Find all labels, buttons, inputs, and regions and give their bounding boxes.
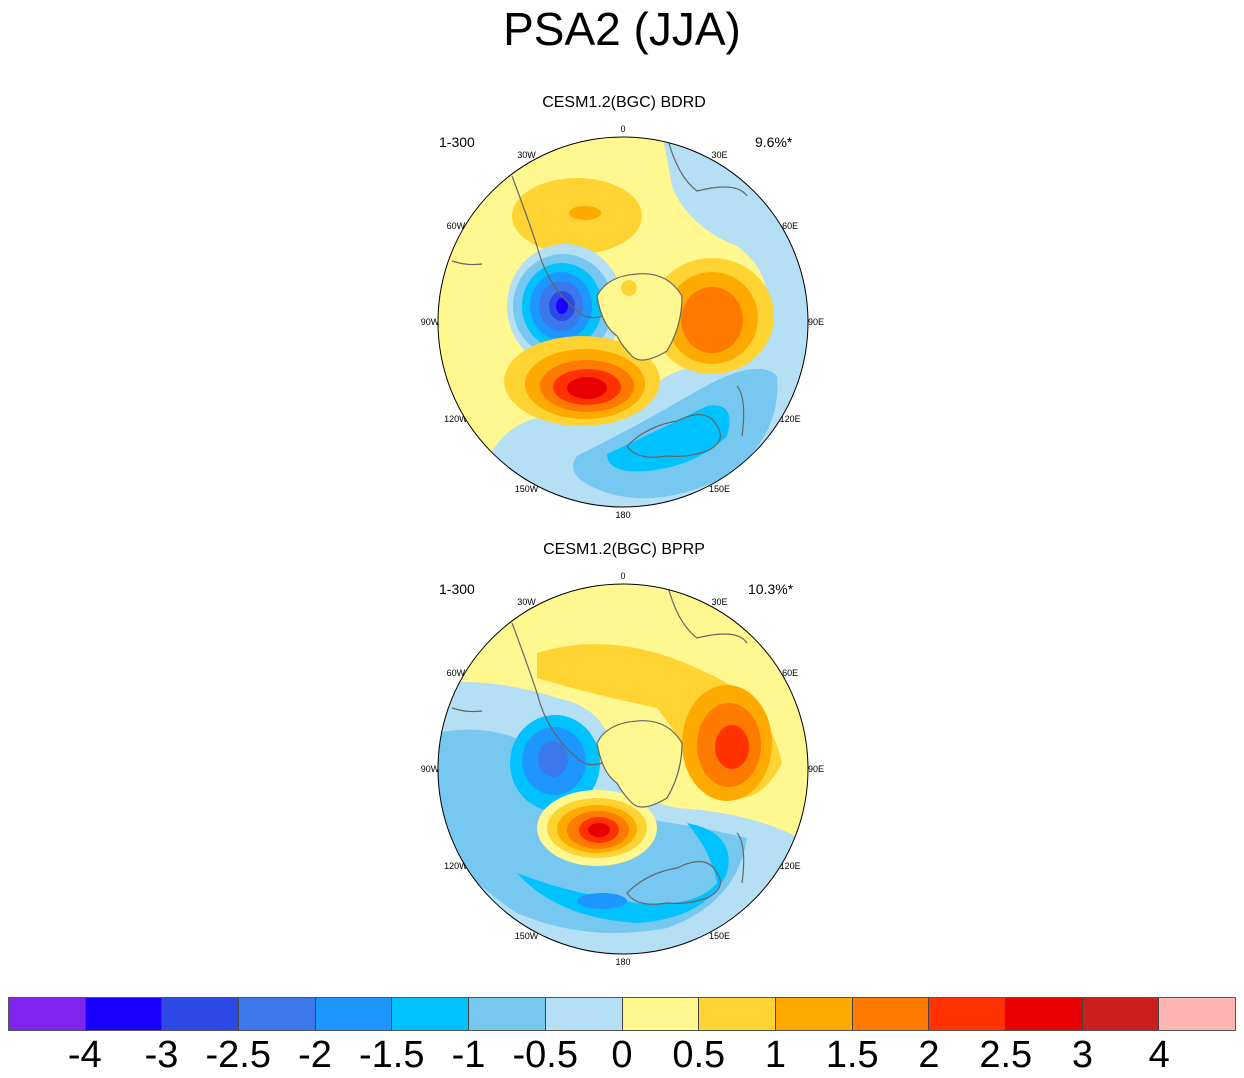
longitude-label: 60W bbox=[446, 667, 466, 678]
longitude-label: 0 bbox=[620, 124, 626, 134]
longitude-label: 90E bbox=[807, 317, 825, 327]
longitude-label: 120W bbox=[444, 860, 468, 871]
longitude-label: 30E bbox=[711, 596, 728, 607]
longitude-label: 150W bbox=[514, 484, 539, 495]
longitude-label: 60W bbox=[446, 220, 466, 231]
colorbar-segment bbox=[622, 998, 700, 1030]
longitude-label: 60E bbox=[782, 667, 799, 678]
colorbar-tick-label: 0.5 bbox=[672, 1034, 726, 1076]
colorbar-segment bbox=[1005, 998, 1083, 1030]
longitude-label: 150W bbox=[514, 931, 539, 942]
colorbar-tick-label: -0.5 bbox=[512, 1034, 578, 1076]
colorbar-segment bbox=[392, 998, 470, 1030]
colorbar-segment bbox=[852, 998, 930, 1030]
colorbar-tick-label: -2.5 bbox=[205, 1034, 271, 1076]
panel-2-title: CESM1.2(BGC) BPRP bbox=[543, 541, 705, 558]
colorbar-segment bbox=[1082, 998, 1160, 1030]
colorbar bbox=[8, 997, 1236, 1031]
panel-2-period-label: 1-300 bbox=[439, 581, 475, 597]
colorbar-segment bbox=[699, 998, 776, 1030]
panel-2-variance-label: 10.3%* bbox=[748, 581, 794, 597]
colorbar-tick-label: 2 bbox=[918, 1034, 940, 1076]
colorbar-tick-label: -3 bbox=[144, 1034, 179, 1076]
colorbar-tick-label: 2.5 bbox=[979, 1034, 1033, 1076]
panel-2-polar-map bbox=[437, 583, 809, 955]
colorbar-segment bbox=[9, 998, 86, 1030]
panel-1-title: CESM1.2(BGC) BDRD bbox=[542, 94, 706, 111]
longitude-label: 30W bbox=[517, 149, 536, 160]
longitude-label: 120W bbox=[444, 413, 468, 424]
colorbar-tick-label: 3 bbox=[1071, 1034, 1094, 1076]
longitude-label: 180 bbox=[615, 957, 631, 967]
panel-1-period-label: 1-300 bbox=[439, 134, 475, 150]
longitude-label: 120E bbox=[779, 860, 801, 871]
colorbar-tick-label: -4 bbox=[67, 1034, 102, 1076]
longitude-label: 30W bbox=[517, 596, 536, 607]
longitude-label: 180 bbox=[615, 510, 631, 520]
longitude-label: 90W bbox=[420, 764, 440, 774]
colorbar-tick-label: -1 bbox=[451, 1034, 486, 1076]
colorbar-segment bbox=[315, 998, 393, 1030]
colorbar-segment bbox=[85, 998, 163, 1030]
colorbar-tick-label: -1.5 bbox=[359, 1034, 425, 1076]
colorbar-segment bbox=[775, 998, 853, 1030]
colorbar-segment bbox=[162, 998, 240, 1030]
colorbar-tick-label: 1.5 bbox=[825, 1034, 879, 1076]
longitude-label: 30E bbox=[711, 149, 728, 160]
colorbar-tick-label: -2 bbox=[298, 1034, 332, 1076]
longitude-label: 90W bbox=[420, 317, 440, 327]
colorbar-segment bbox=[469, 998, 546, 1030]
colorbar-segment bbox=[1159, 998, 1235, 1030]
panel-1-variance-label: 9.6%* bbox=[755, 134, 793, 150]
colorbar-segment bbox=[239, 998, 316, 1030]
longitude-label: 90E bbox=[807, 764, 825, 774]
longitude-label: 150E bbox=[708, 484, 731, 495]
longitude-label: 60E bbox=[782, 220, 799, 231]
colorbar-segment bbox=[929, 998, 1006, 1030]
longitude-label: 150E bbox=[708, 931, 731, 942]
longitude-label: 120E bbox=[779, 413, 801, 424]
page-title: PSA2 (JJA) bbox=[503, 3, 741, 55]
panel-1-polar-map bbox=[437, 136, 809, 508]
colorbar-tick-label: 1 bbox=[764, 1034, 787, 1076]
longitude-label: 0 bbox=[620, 571, 626, 581]
colorbar-tick-label: 0 bbox=[611, 1034, 633, 1076]
colorbar-tick-label: 4 bbox=[1148, 1034, 1170, 1076]
colorbar-segment bbox=[545, 998, 623, 1030]
